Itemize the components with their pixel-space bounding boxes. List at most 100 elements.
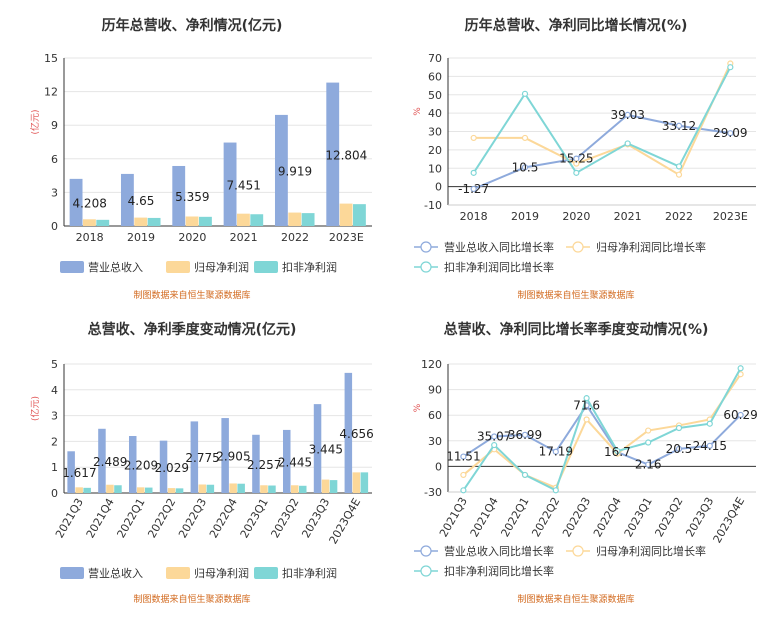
legend-label: 归母净利润 [194, 260, 249, 274]
data-label: 60.29 [723, 408, 757, 422]
data-point [460, 453, 467, 460]
data-point [645, 461, 652, 468]
data-label: -1.27 [458, 182, 489, 196]
data-point [583, 416, 590, 423]
data-point [470, 185, 477, 193]
bar [236, 213, 250, 226]
y-tick-label: 60 [428, 70, 442, 83]
data-label: 35.07 [477, 429, 511, 443]
x-tick-label: 2023Q4E [327, 496, 364, 546]
legend-swatch-marker [420, 565, 432, 577]
y-tick-label: 30 [428, 126, 442, 139]
data-label: 3.445 [309, 443, 343, 457]
bar [301, 213, 315, 226]
y-tick-label: 90 [428, 384, 442, 397]
bar [282, 429, 291, 493]
data-label: 12.804 [325, 148, 367, 162]
legend-swatch [60, 567, 84, 579]
x-tick-label: 2019 [127, 231, 155, 244]
x-tick-label: 2022Q2 [145, 496, 178, 540]
x-tick-label: 2022 [281, 231, 309, 244]
legend-swatch [254, 567, 278, 579]
bar [120, 173, 134, 226]
series-line [473, 63, 732, 177]
source-note: 制图数据来自恒生聚源数据库 [133, 593, 250, 605]
bar [360, 472, 369, 493]
source-note: 制图数据来自恒生聚源数据库 [133, 289, 250, 301]
legend-label: 营业总收入同比增长率 [444, 544, 554, 558]
bar [274, 114, 288, 226]
data-point [470, 169, 477, 176]
bar [268, 485, 276, 493]
x-tick-label: 2022Q4 [207, 496, 240, 540]
data-label: 2.445 [278, 455, 312, 469]
legend-label: 扣非净利润同比增长率 [444, 260, 554, 274]
bar [237, 483, 245, 493]
y-tick-label: 6 [51, 153, 58, 166]
data-point [624, 140, 631, 147]
legend-label: 营业总收入 [88, 566, 143, 580]
bar [250, 214, 264, 226]
legend-label: 扣非净利润 [282, 260, 337, 274]
data-point [645, 439, 652, 446]
legend-swatch-marker [420, 545, 432, 557]
series-line [473, 113, 731, 190]
legend-swatch [60, 261, 84, 273]
data-point [675, 445, 683, 453]
data-label: 4.656 [339, 427, 373, 441]
bar [136, 487, 145, 493]
chart-panel-annual-revenue: 历年总营收、净利情况(亿元) (亿元) 0 3 6 9 12 15 2018 2019 2020 20… [0, 0, 384, 312]
bar [159, 440, 168, 493]
data-label: 2.489 [93, 455, 127, 469]
data-point [521, 90, 529, 97]
bar [221, 418, 229, 493]
data-label: 17.19 [539, 445, 573, 459]
x-tick-label: 2020 [562, 210, 590, 223]
data-label: 2.257 [247, 458, 281, 472]
x-tick-label: 2023Q3 [683, 495, 716, 539]
y-axis-label: % [413, 107, 423, 116]
bar [106, 484, 114, 493]
chart-title: 总营收、净利季度变动情况(亿元) [88, 321, 297, 338]
chart-title: 历年总营收、净利同比增长情况(%) [465, 17, 688, 34]
series-line [462, 367, 742, 492]
x-tick-label: 2023Q1 [622, 495, 655, 539]
quarterly-revenue-chart: 总营收、净利季度变动情况(亿元)(亿元)0123452021Q32021Q420… [29, 321, 374, 605]
legend-swatch [166, 567, 190, 579]
bar [260, 485, 268, 493]
x-tick-label: 2021 [230, 231, 258, 244]
x-tick-label: 2022 [665, 210, 693, 223]
bar [326, 82, 340, 226]
bar [352, 472, 361, 493]
chart-panel-quarterly-revenue: 总营收、净利季度变动情况(亿元) (亿元) 0 1 2 3 4 5 2021Q3 2021Q4 20… [0, 312, 384, 624]
data-point [521, 471, 529, 479]
data-point [675, 122, 683, 129]
data-label: 11.51 [446, 450, 480, 464]
y-tick-label: 10 [428, 162, 442, 175]
x-tick-label: 2023Q4E [711, 495, 748, 545]
series-line [462, 403, 742, 466]
data-point [675, 424, 683, 432]
bar [252, 434, 260, 493]
data-point [583, 395, 590, 402]
bar [75, 487, 83, 493]
bar [128, 436, 137, 493]
x-tick-label: 2021Q4 [468, 495, 501, 539]
data-label: 7.451 [226, 178, 260, 192]
bar [172, 165, 186, 226]
bar [321, 479, 330, 493]
bar [299, 485, 307, 493]
data-point [573, 169, 580, 176]
legend-label: 营业总收入同比增长率 [444, 240, 554, 254]
x-tick-label: 2023E [329, 231, 364, 244]
y-tick-label: 2 [51, 435, 58, 448]
y-tick-label: -30 [424, 486, 442, 499]
y-tick-label: 3 [51, 186, 58, 199]
chart-panel-quarterly-growth: 总营收、净利同比增长率季度变动情况(%)% -30 0 30 60 90 120 2021Q3… [384, 312, 768, 624]
series-line [472, 66, 732, 175]
data-point [521, 164, 529, 171]
x-tick-label: 2023E [713, 210, 748, 223]
y-tick-label: 0 [435, 181, 442, 194]
bar [199, 216, 212, 226]
data-point [460, 471, 467, 479]
